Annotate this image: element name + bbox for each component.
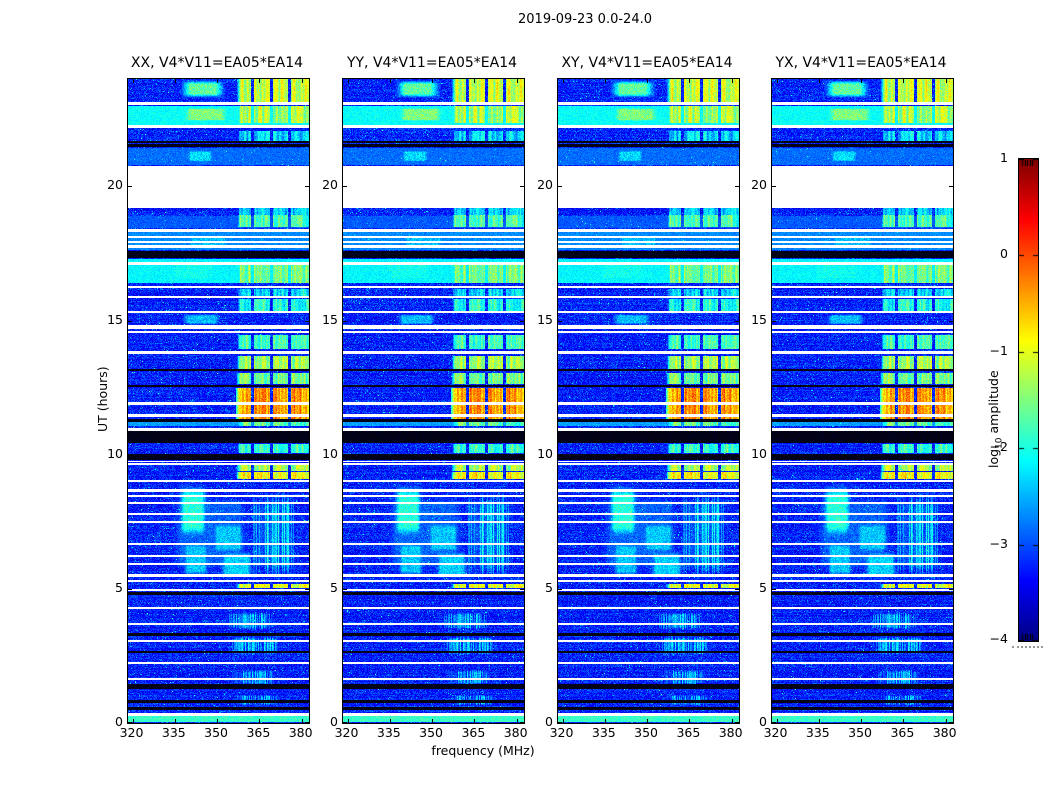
colorbar-tick-label: −3	[989, 536, 1008, 551]
y-tick-label: 10	[322, 445, 338, 461]
y-tick-label: 5	[330, 579, 338, 595]
y-tick-label: 15	[322, 311, 338, 327]
x-tick-label: 365	[246, 725, 271, 740]
y-tick-label: 15	[751, 311, 767, 327]
y-tick-label: 20	[107, 177, 123, 193]
y-tick-label: 0	[330, 714, 338, 729]
y-tick-label: 5	[115, 579, 123, 595]
panel-title-yy: YY, V4*V11=EA05*EA14	[346, 55, 518, 71]
y-tick-label: 10	[107, 445, 123, 461]
colorbar-tick-label: −2	[989, 439, 1008, 454]
x-tick-label: 365	[890, 725, 915, 740]
y-tick-label: 20	[751, 177, 767, 193]
colorbar-tick-label: −4	[989, 631, 1008, 646]
x-tick-label: 335	[376, 725, 401, 740]
y-tick-label: 15	[107, 311, 123, 327]
spectrogram-canvas-yx	[772, 79, 953, 723]
x-tick-label: 350	[204, 725, 229, 740]
panel-title-yx: YX, V4*V11=EA05*EA14	[775, 55, 947, 71]
colorbar-tick-label: 1	[1000, 150, 1008, 165]
spectrogram-canvas-yy	[343, 79, 524, 723]
spectrogram-canvas-xy	[558, 79, 739, 723]
x-tick-label: 380	[288, 725, 313, 740]
spectrogram-panel-yy	[342, 78, 525, 724]
x-tick-label: 335	[161, 725, 186, 740]
spectrogram-canvas-xx	[128, 79, 309, 723]
y-tick-label: 10	[537, 445, 553, 461]
colorbar-canvas	[1019, 159, 1038, 641]
y-tick-label: 20	[322, 177, 338, 193]
x-tick-label: 320	[763, 725, 788, 740]
x-tick-label: 365	[461, 725, 486, 740]
colorbar	[1018, 158, 1039, 642]
x-tick-label: 335	[805, 725, 830, 740]
x-tick-label: 365	[676, 725, 701, 740]
y-tick-label: 5	[759, 579, 767, 595]
x-tick-label: 380	[718, 725, 743, 740]
x-axis-label: frequency (MHz)	[431, 743, 535, 758]
x-tick-label: 335	[591, 725, 616, 740]
spectrogram-panel-xx	[127, 78, 310, 724]
x-tick-label: 320	[549, 725, 574, 740]
y-tick-label: 0	[115, 714, 123, 729]
y-tick-label: 5	[545, 579, 553, 595]
x-tick-label: 350	[848, 725, 873, 740]
y-tick-label: 15	[537, 311, 553, 327]
spectrogram-panel-xy	[557, 78, 740, 724]
x-tick-label: 380	[932, 725, 957, 740]
colorbar-end-dots	[1012, 646, 1043, 648]
y-tick-label: 10	[751, 445, 767, 461]
colorbar-tick-label: 0	[1000, 246, 1008, 261]
y-tick-label: 0	[759, 714, 767, 729]
spectrogram-panel-yx	[771, 78, 954, 724]
colorbar-tick-label: −1	[989, 343, 1008, 358]
x-tick-label: 350	[419, 725, 444, 740]
figure-title: 2019-09-23 0.0-24.0	[518, 12, 652, 27]
y-tick-label: 0	[545, 714, 553, 729]
panel-title-xy: XY, V4*V11=EA05*EA14	[561, 55, 733, 71]
x-tick-label: 320	[334, 725, 359, 740]
y-tick-label: 20	[537, 177, 553, 193]
x-tick-label: 320	[119, 725, 144, 740]
x-tick-label: 380	[503, 725, 528, 740]
panel-title-xx: XX, V4*V11=EA05*EA14	[130, 55, 304, 71]
x-tick-label: 350	[634, 725, 659, 740]
y-axis-label: UT (hours)	[95, 366, 110, 432]
